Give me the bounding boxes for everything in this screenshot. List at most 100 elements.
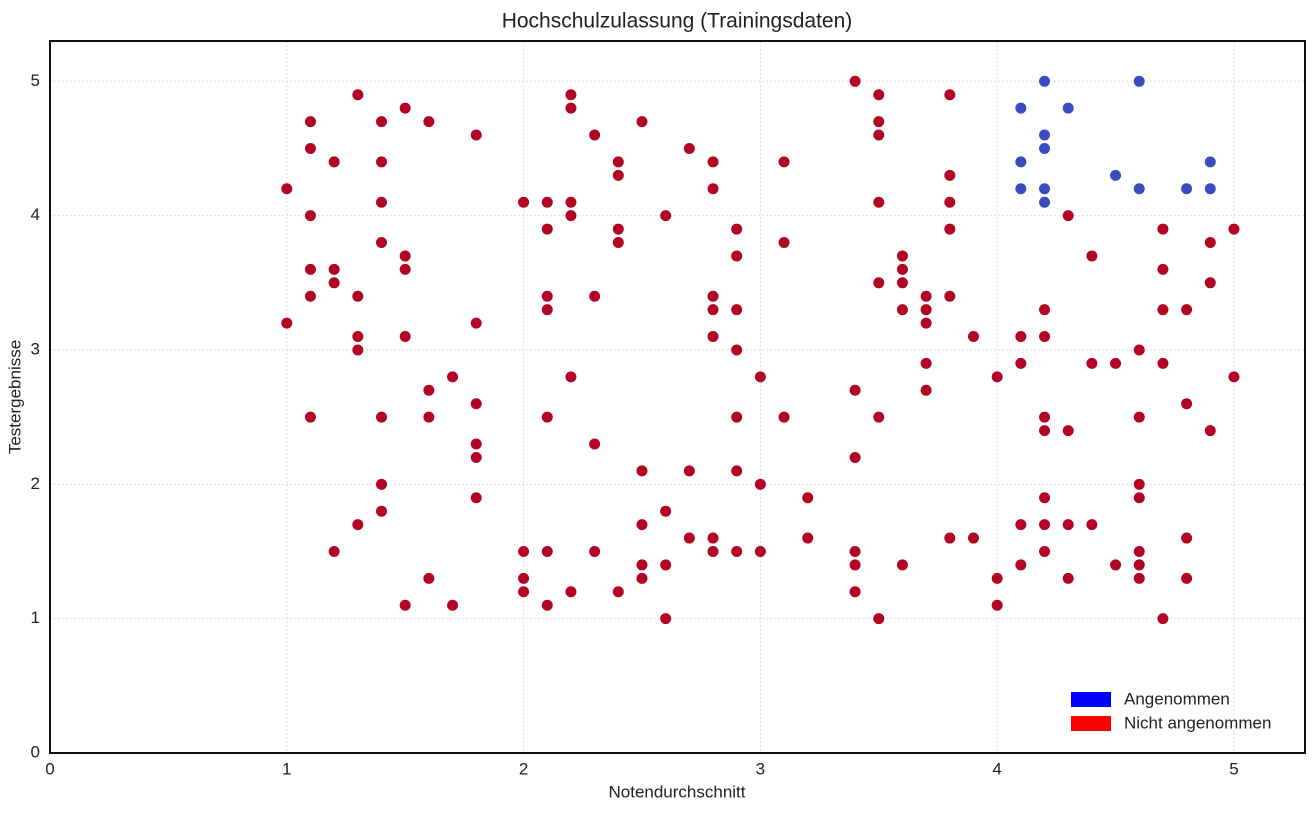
point xyxy=(754,545,766,557)
point xyxy=(896,559,908,571)
point xyxy=(612,586,624,598)
point xyxy=(1039,411,1051,423)
point xyxy=(376,505,388,517)
point xyxy=(991,371,1003,383)
point xyxy=(1062,519,1074,531)
point xyxy=(636,519,648,531)
point xyxy=(1204,183,1216,195)
point xyxy=(399,599,411,611)
point xyxy=(304,263,316,275)
point xyxy=(423,411,435,423)
point xyxy=(683,142,695,154)
point xyxy=(1181,572,1193,584)
point xyxy=(967,532,979,544)
point xyxy=(802,532,814,544)
point xyxy=(518,572,530,584)
point xyxy=(399,102,411,114)
point xyxy=(660,505,672,517)
legend-label: Angenommen xyxy=(1124,689,1230,708)
point xyxy=(304,210,316,222)
point xyxy=(565,371,577,383)
point xyxy=(304,290,316,302)
point xyxy=(1228,223,1240,235)
point xyxy=(304,116,316,128)
point xyxy=(920,290,932,302)
point xyxy=(1157,613,1169,625)
point xyxy=(731,545,743,557)
point xyxy=(896,250,908,262)
x-axis-label: Notendurchschnitt xyxy=(608,782,745,801)
y-axis-label: Testergebnisse xyxy=(5,340,24,454)
point xyxy=(754,478,766,490)
point xyxy=(873,196,885,208)
point xyxy=(1181,398,1193,410)
point xyxy=(731,223,743,235)
point xyxy=(1133,492,1145,504)
point xyxy=(967,331,979,343)
y-tick-label: 0 xyxy=(31,742,40,761)
point xyxy=(1015,102,1027,114)
point xyxy=(1181,304,1193,316)
point xyxy=(1039,142,1051,154)
point xyxy=(873,129,885,141)
point xyxy=(304,142,316,154)
y-tick-label: 5 xyxy=(31,71,40,90)
point xyxy=(1039,75,1051,87)
point xyxy=(541,599,553,611)
point xyxy=(683,532,695,544)
point xyxy=(1086,250,1098,262)
point xyxy=(447,371,459,383)
point xyxy=(1015,357,1027,369)
point xyxy=(660,613,672,625)
point xyxy=(920,304,932,316)
point xyxy=(399,331,411,343)
point xyxy=(636,116,648,128)
point xyxy=(565,102,577,114)
point xyxy=(873,411,885,423)
point xyxy=(470,492,482,504)
point xyxy=(1039,331,1051,343)
x-tick-label: 0 xyxy=(45,759,54,778)
point xyxy=(470,398,482,410)
point xyxy=(352,519,364,531)
point xyxy=(1039,545,1051,557)
point xyxy=(541,304,553,316)
point xyxy=(423,384,435,396)
point xyxy=(541,411,553,423)
point xyxy=(707,156,719,168)
chart-title: Hochschulzulassung (Trainingsdaten) xyxy=(502,10,853,33)
point xyxy=(565,196,577,208)
point xyxy=(1157,357,1169,369)
point xyxy=(589,290,601,302)
point xyxy=(944,196,956,208)
point xyxy=(707,331,719,343)
x-tick-label: 4 xyxy=(992,759,1001,778)
point xyxy=(1039,183,1051,195)
point xyxy=(873,89,885,101)
point xyxy=(612,223,624,235)
point xyxy=(352,331,364,343)
point xyxy=(920,317,932,329)
point xyxy=(731,411,743,423)
point xyxy=(304,411,316,423)
point xyxy=(541,290,553,302)
point xyxy=(1157,223,1169,235)
point xyxy=(920,357,932,369)
point xyxy=(896,277,908,289)
point xyxy=(470,129,482,141)
point xyxy=(636,559,648,571)
point xyxy=(1039,425,1051,437)
point xyxy=(399,250,411,262)
point xyxy=(541,545,553,557)
point xyxy=(1204,156,1216,168)
point xyxy=(376,156,388,168)
point xyxy=(589,129,601,141)
point xyxy=(1133,344,1145,356)
point xyxy=(376,237,388,249)
point xyxy=(778,156,790,168)
point xyxy=(423,572,435,584)
point xyxy=(944,89,956,101)
point xyxy=(660,559,672,571)
point xyxy=(991,572,1003,584)
